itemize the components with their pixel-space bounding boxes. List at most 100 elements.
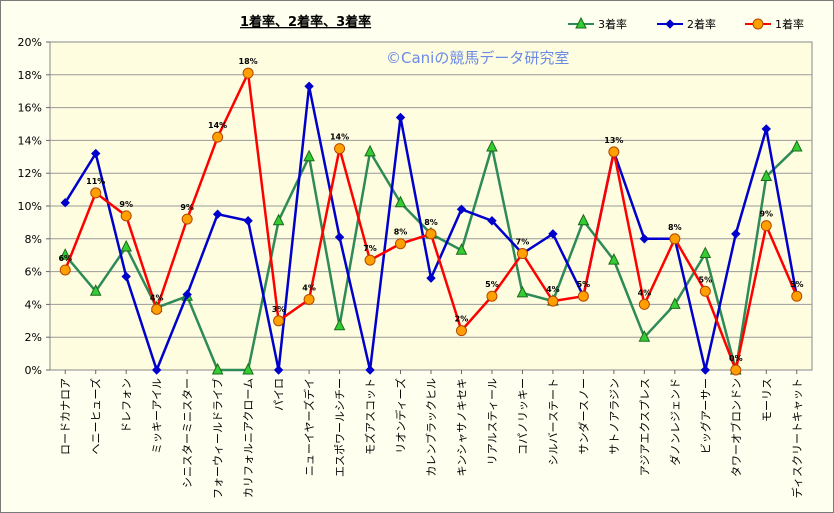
data-point bbox=[699, 285, 711, 297]
data-label: 9% bbox=[180, 203, 194, 212]
data-point bbox=[547, 295, 559, 307]
data-point bbox=[516, 248, 528, 260]
y-tick-label: 20% bbox=[18, 36, 42, 49]
data-point bbox=[303, 149, 315, 162]
y-tick-label: 18% bbox=[18, 69, 42, 82]
x-tick-label: アジアエクスプレス bbox=[638, 378, 651, 476]
data-label: 7% bbox=[363, 244, 377, 253]
data-point bbox=[364, 254, 376, 266]
data-point bbox=[211, 362, 224, 375]
data-point bbox=[486, 139, 498, 152]
data-point bbox=[91, 148, 101, 159]
x-tick-label: エスポワールシチー bbox=[334, 378, 347, 477]
chart-title: 1着率、2着率、3着率 bbox=[240, 14, 371, 30]
data-point bbox=[486, 290, 498, 302]
data-point bbox=[59, 264, 71, 276]
x-tick-label: フォーウィールドライブ bbox=[211, 378, 225, 499]
data-point bbox=[639, 234, 650, 244]
data-point bbox=[577, 290, 589, 302]
data-point bbox=[730, 364, 742, 376]
data-label: 2% bbox=[455, 315, 469, 324]
data-label: 18% bbox=[239, 57, 258, 66]
x-tick-label: モズアスコット bbox=[363, 378, 377, 455]
x-tick-label: キンシャサノキセキ bbox=[455, 378, 468, 476]
y-tick-label: 4% bbox=[25, 298, 42, 311]
x-tick-label: サトノアラジン bbox=[608, 378, 621, 455]
y-tick-label: 12% bbox=[18, 167, 42, 180]
data-point bbox=[608, 253, 620, 265]
data-point bbox=[426, 273, 436, 283]
x-tick-label: タワーオブロンドン bbox=[729, 378, 743, 477]
series-3 bbox=[59, 67, 803, 376]
data-point bbox=[395, 238, 407, 250]
data-point bbox=[273, 315, 285, 327]
data-point bbox=[516, 285, 529, 298]
legend: 3着率 2着率 1着率 bbox=[568, 16, 804, 31]
y-tick-label: 2% bbox=[25, 331, 42, 344]
data-label: 8% bbox=[394, 228, 408, 237]
legend-label: 1着率 bbox=[775, 17, 804, 31]
series-2 bbox=[60, 81, 802, 375]
x-tick-label: シニスターミニスター bbox=[181, 378, 194, 488]
x-tick-label: コパノリッキー bbox=[516, 378, 529, 455]
data-point bbox=[669, 233, 681, 245]
data-point bbox=[212, 131, 224, 143]
data-label: 4% bbox=[150, 293, 164, 302]
data-label: 5% bbox=[699, 275, 713, 284]
data-label: 6% bbox=[58, 254, 72, 263]
x-tick-label: ニューイヤーズデイ bbox=[302, 378, 316, 476]
data-point bbox=[760, 169, 773, 181]
data-point bbox=[638, 330, 651, 342]
data-label: 0% bbox=[729, 354, 743, 363]
data-point bbox=[304, 81, 314, 91]
data-point bbox=[761, 124, 771, 134]
y-tick-label: 14% bbox=[18, 134, 42, 147]
x-tick-label: ロードカナロア bbox=[59, 378, 72, 455]
data-label: 4% bbox=[546, 285, 560, 294]
data-point bbox=[731, 229, 741, 239]
x-axis-ticks: ロードカナロア ヘニーヒューズ ドレフォン ミッキーアイル シニスターミニスター フォーウ… bbox=[59, 370, 804, 499]
data-point bbox=[455, 243, 468, 255]
data-point bbox=[151, 303, 163, 315]
data-point bbox=[790, 139, 803, 152]
data-point bbox=[638, 298, 650, 310]
data-label: 8% bbox=[668, 223, 682, 232]
data-point bbox=[151, 365, 162, 375]
data-point bbox=[181, 213, 193, 225]
data-point bbox=[760, 220, 772, 232]
data-point bbox=[455, 325, 467, 337]
data-label: 5% bbox=[485, 280, 499, 289]
data-point bbox=[548, 229, 558, 239]
data-point bbox=[669, 297, 681, 309]
data-labels: 6% 11% 9% 4% 9% 14% 18% 3% 4% 14% 7% 8% 8% 2% 5% 7% 4% 5%… bbox=[58, 57, 803, 363]
legend-marker bbox=[665, 19, 675, 29]
data-point bbox=[395, 112, 406, 123]
data-label: 7% bbox=[516, 238, 530, 247]
watermark: ©Caniの競馬データ研究室 bbox=[386, 49, 569, 67]
data-point bbox=[59, 248, 72, 260]
data-label: 5% bbox=[790, 280, 804, 289]
legend-label: 2着率 bbox=[687, 17, 716, 31]
data-label: 14% bbox=[330, 133, 349, 142]
data-point bbox=[394, 195, 407, 208]
data-label: 14% bbox=[208, 121, 227, 130]
data-point bbox=[700, 365, 711, 375]
x-tick-label: モーリス bbox=[760, 378, 773, 422]
data-label: 4% bbox=[302, 283, 316, 292]
legend-label: 3着率 bbox=[598, 17, 627, 31]
data-point bbox=[272, 213, 285, 226]
data-point bbox=[212, 209, 223, 219]
x-tick-label: カレンブラックヒル bbox=[424, 378, 438, 477]
data-point bbox=[303, 293, 315, 305]
data-label: 9% bbox=[759, 210, 773, 219]
data-point bbox=[273, 365, 284, 375]
x-tick-label: パイロ bbox=[273, 378, 286, 411]
legend-marker bbox=[752, 18, 764, 30]
data-point bbox=[456, 204, 467, 214]
data-point bbox=[487, 216, 497, 226]
data-point bbox=[608, 146, 620, 158]
x-tick-label: カリフォルニアクローム bbox=[242, 378, 255, 498]
data-point bbox=[242, 67, 254, 79]
y-tick-label: 16% bbox=[18, 102, 42, 115]
